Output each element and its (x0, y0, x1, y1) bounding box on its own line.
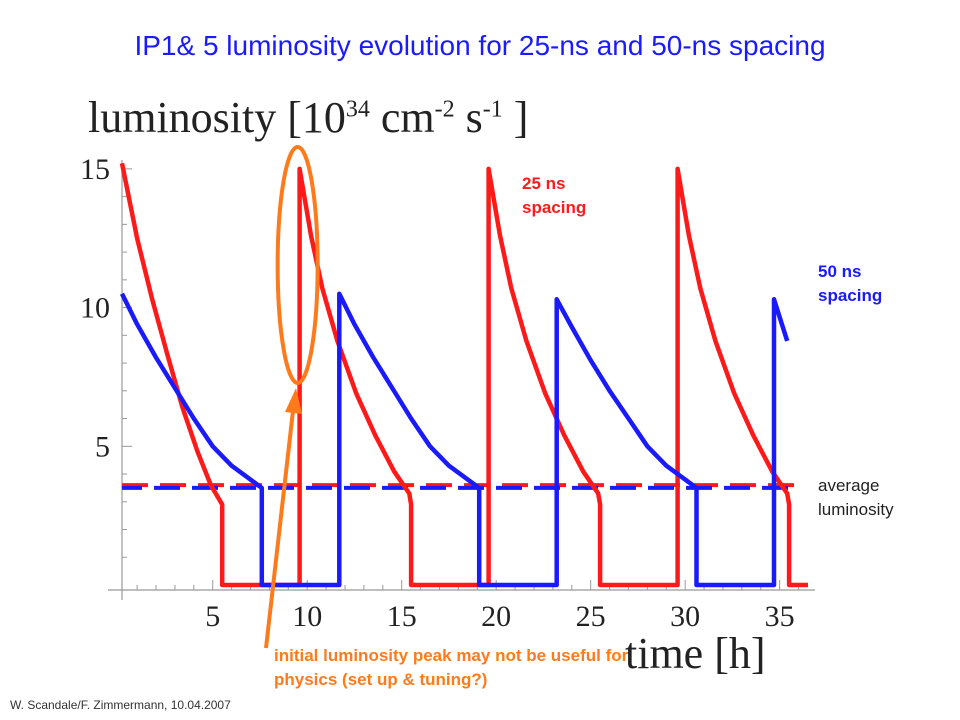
label-50ns-spacing: 50 ns spacing (818, 262, 883, 305)
y-axis-label: luminosity [1034 cm-2 s-1 ] (88, 92, 528, 143)
y-tick-label: 15 (80, 153, 110, 186)
ylabel-part-3: s (454, 93, 483, 142)
label-average-luminosity: average luminosity (818, 476, 894, 519)
x-axis-label: time [h] (625, 629, 766, 678)
peak-arrow-line (264, 401, 296, 649)
y-tick-label: 5 (95, 430, 110, 463)
label-initial-peak: initial luminosity peak may not be usefu… (274, 646, 629, 689)
ylabel-exp-2: -2 (434, 96, 455, 123)
x-tick-label: 35 (765, 600, 795, 633)
ylabel-part-1: luminosity [10 (88, 93, 346, 142)
label-25ns-spacing: 25 ns spacing (522, 174, 587, 217)
peak-highlight-ellipse (275, 145, 320, 385)
chart-title: IP1& 5 luminosity evolution for 25-ns an… (134, 30, 826, 61)
x-tick-label: 30 (670, 600, 700, 633)
x-tick-label: 15 (387, 600, 417, 633)
x-tick-label: 25 (576, 600, 606, 633)
x-tick-label: 10 (292, 600, 322, 633)
series-25ns-line (119, 162, 808, 588)
peak-arrow-head (285, 388, 302, 414)
series-50ns-line (119, 291, 790, 588)
author-credit: W. Scandale/F. Zimmermann, 10.04.2007 (10, 698, 231, 712)
ylabel-part-2: cm (369, 93, 435, 142)
ylabel-part-4: ] (502, 93, 529, 142)
ylabel-exp-3: -1 (482, 96, 503, 123)
y-tick-label: 10 (80, 292, 110, 325)
x-tick-label: 20 (481, 600, 511, 633)
ylabel-exp-1: 34 (345, 96, 370, 123)
x-tick-label: 5 (205, 600, 220, 633)
